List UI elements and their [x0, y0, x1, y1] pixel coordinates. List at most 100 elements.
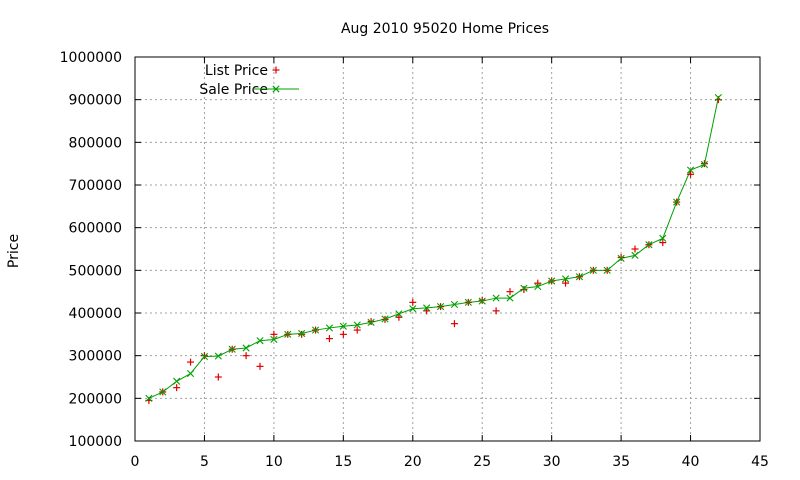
list-price-point: [631, 245, 639, 253]
x-tick-label: 15: [334, 454, 352, 470]
y-tick-label: 600000: [69, 221, 122, 237]
list-price-point: [367, 318, 375, 326]
y-tick-label: 700000: [69, 178, 122, 194]
series: [145, 93, 722, 404]
x-tick-label: 30: [543, 454, 561, 470]
sale-price-point: [575, 273, 584, 281]
list-price-point: [659, 239, 667, 247]
sale-price-point: [325, 324, 334, 332]
list-price-point: [395, 313, 403, 321]
list-price-point: [492, 307, 500, 315]
list-price-point: [450, 320, 458, 328]
list-price-point: [242, 352, 250, 360]
sale-price-point: [659, 234, 667, 242]
y-tick-label: 900000: [69, 93, 122, 109]
list-price-point: [617, 254, 625, 262]
list-price-point: [478, 296, 486, 304]
list-price-point: [700, 160, 708, 168]
sale-price-point: [534, 282, 542, 291]
list-price-point: [562, 279, 570, 287]
sale-price-point: [381, 315, 389, 323]
list-price-point: [270, 330, 278, 338]
sale-price-line: [148, 97, 719, 399]
legend-label-sale-price: Sale Price: [199, 82, 268, 98]
sale-price-point: [506, 294, 514, 302]
sale-price-point: [589, 266, 597, 274]
sale-price-point: [339, 322, 347, 330]
y-tick-label: 300000: [69, 349, 122, 365]
list-price-point: [200, 352, 208, 360]
list-price-point: [173, 384, 181, 392]
y-tick-label: 400000: [69, 306, 122, 322]
plot-area-border: [134, 56, 761, 442]
sale-price-point: [492, 294, 500, 302]
sale-price-point: [645, 241, 653, 249]
sale-price-point: [700, 160, 709, 169]
sale-price-point: [450, 300, 459, 309]
sale-price-point: [228, 345, 236, 353]
axis-ticks: 0 5 10 15 20 25 30 35 40 45 100000 200000 300000 4000…: [60, 50, 769, 470]
list-price-point: [214, 373, 222, 381]
sale-price-point: [520, 284, 528, 292]
sale-price-point: [200, 352, 209, 361]
sale-price-point: [436, 303, 445, 311]
x-tick-label: 25: [473, 454, 491, 470]
sale-price-point: [714, 93, 722, 102]
sale-price-point: [548, 277, 556, 285]
sale-price-point: [298, 329, 306, 338]
x-tick-label: 20: [404, 454, 422, 470]
y-axis-label: Price: [6, 234, 22, 268]
sale-price-point: [145, 394, 153, 402]
y-tick-label: 800000: [69, 135, 122, 151]
list-price-point: [325, 335, 333, 343]
sale-price-point: [673, 198, 681, 206]
sale-price-point: [617, 254, 625, 262]
sale-price-point: [311, 326, 320, 334]
sale-price-point: [159, 388, 167, 396]
sale-price-point: [270, 335, 278, 344]
grid: [135, 57, 760, 441]
sale-price-point: [464, 298, 472, 306]
x-tick-label: 45: [751, 454, 769, 470]
x-tick-label: 35: [612, 454, 630, 470]
y-tick-label: 500000: [69, 263, 122, 279]
y-tick-label: 1000000: [60, 50, 122, 66]
y-tick-label: 100000: [69, 434, 122, 450]
legend-key-sale-price: [272, 85, 280, 93]
list-price-point: [520, 286, 528, 294]
list-price-point: [409, 298, 417, 306]
list-price-point: [534, 279, 542, 287]
legend-label-list-price: List Price: [205, 63, 268, 79]
sale-price-point: [214, 352, 222, 360]
list-price-point: [298, 330, 306, 338]
x-tick-label: 0: [131, 454, 140, 470]
list-price-point: [353, 326, 361, 334]
sale-price-point: [561, 275, 570, 283]
sale-price-point: [186, 369, 195, 378]
x-tick-label: 40: [682, 454, 700, 470]
x-tick-label: 10: [265, 454, 283, 470]
sale-price-point: [686, 166, 695, 174]
sale-price-point: [409, 305, 417, 313]
y-tick-label: 200000: [69, 391, 122, 407]
list-price-point: [687, 170, 695, 178]
sale-price-point: [631, 251, 639, 259]
sale-price-point: [367, 318, 375, 326]
chart-title: Aug 2010 95020 Home Prices: [341, 21, 549, 37]
sale-price-point: [284, 330, 292, 338]
legend: List Price Sale Price: [199, 63, 299, 98]
sale-price-point: [603, 266, 611, 274]
sale-price-point: [395, 310, 403, 318]
legend-key-list-price: [272, 66, 280, 74]
sale-price-point: [478, 297, 486, 305]
list-price-point: [339, 330, 347, 338]
sale-price-point: [173, 377, 181, 385]
list-price-point: [256, 362, 264, 370]
sale-price-point: [423, 304, 431, 312]
sale-price-point: [353, 321, 361, 329]
list-price-point: [187, 358, 195, 366]
list-price-point: [506, 288, 514, 296]
x-tick-label: 5: [200, 454, 209, 470]
sale-price-point: [256, 337, 264, 345]
